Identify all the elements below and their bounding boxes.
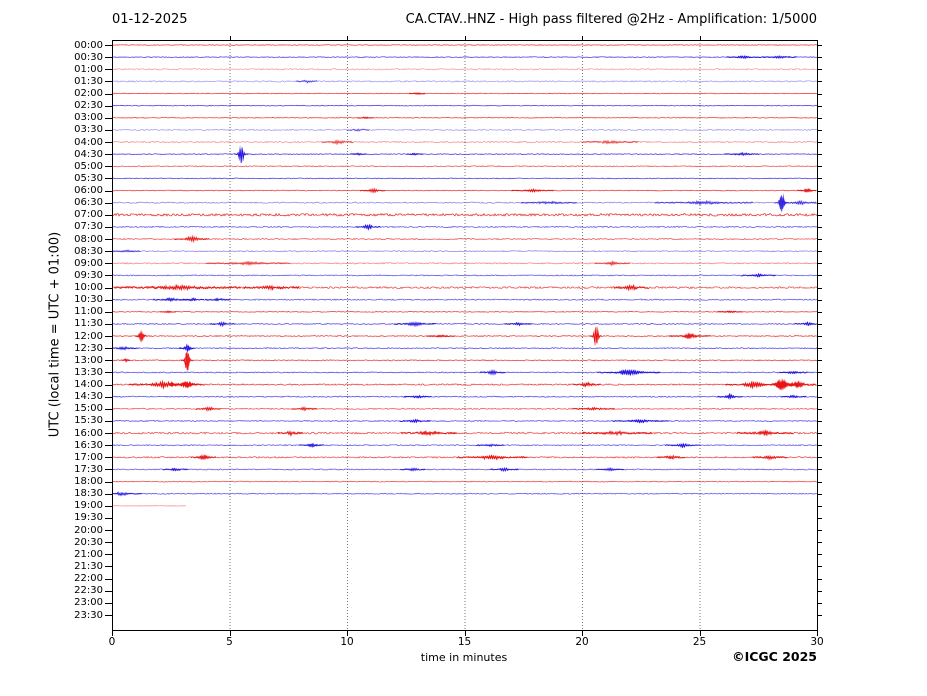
x-tick-label: 30 xyxy=(810,636,824,648)
y-tick-label: 18:00 xyxy=(74,476,103,488)
y-tick-label: 21:00 xyxy=(74,548,103,560)
y-tick-label: 04:00 xyxy=(74,136,103,148)
y-tick-label: 19:30 xyxy=(74,512,103,524)
y-tick-label: 01:00 xyxy=(74,63,103,75)
y-tick-label: 16:30 xyxy=(74,439,103,451)
y-tick-label: 08:00 xyxy=(74,233,103,245)
y-tick-label: 19:00 xyxy=(74,500,103,512)
y-tick-label: 08:30 xyxy=(74,245,103,257)
y-tick-label: 22:00 xyxy=(74,573,103,585)
x-tick-label: 0 xyxy=(108,636,116,648)
x-tick-label: 20 xyxy=(575,636,589,648)
y-tick-label: 21:30 xyxy=(74,560,103,572)
y-tick-label: 11:30 xyxy=(74,318,103,330)
y-tick-label: 02:00 xyxy=(74,88,103,99)
y-tick-label: 22:30 xyxy=(74,585,103,597)
plot-title: CA.CTAV..HNZ - High pass filtered @2Hz -… xyxy=(405,12,817,27)
copyright: ©ICGC 2025 xyxy=(732,649,817,664)
y-tick-label: 17:30 xyxy=(74,463,103,475)
y-tick-label: 20:00 xyxy=(74,524,103,536)
y-tick-label: 13:30 xyxy=(74,366,103,378)
y-tick-label: 06:30 xyxy=(74,197,103,209)
x-tick-label: 15 xyxy=(457,636,472,648)
y-tick-label: 06:00 xyxy=(74,185,103,197)
y-tick-label: 18:30 xyxy=(74,488,103,500)
y-tick-label: 01:30 xyxy=(74,75,103,87)
y-tick-label: 23:00 xyxy=(74,597,103,609)
y-tick-label: 03:00 xyxy=(74,112,103,124)
y-tick-label: 12:00 xyxy=(74,330,103,342)
plot-date: 01-12-2025 xyxy=(112,12,188,27)
y-tick-label: 09:30 xyxy=(74,269,103,281)
x-tick-label: 5 xyxy=(226,636,233,648)
y-tick-label: 05:30 xyxy=(74,172,103,184)
y-tick-label: 14:00 xyxy=(74,379,103,391)
y-tick-label: 23:30 xyxy=(74,609,103,621)
y-tick-label: 20:30 xyxy=(74,536,103,548)
y-tick-label: 02:30 xyxy=(74,100,103,112)
x-axis-label: time in minutes xyxy=(420,651,508,664)
y-tick-label: 00:30 xyxy=(74,51,103,63)
x-tick-label: 25 xyxy=(692,636,707,648)
y-tick-label: 13:00 xyxy=(74,354,103,366)
y-tick-label: 15:30 xyxy=(74,415,103,427)
y-tick-label: 17:00 xyxy=(74,451,103,463)
y-tick-label: 07:30 xyxy=(74,221,103,233)
y-tick-label: 03:30 xyxy=(74,124,103,136)
y-tick-label: 10:00 xyxy=(74,282,103,294)
y-tick-label: 00:00 xyxy=(74,39,103,51)
y-tick-label: 14:30 xyxy=(74,391,103,403)
y-tick-label: 16:00 xyxy=(74,427,103,439)
y-tick-label: 05:00 xyxy=(74,160,103,172)
y-tick-label: 11:00 xyxy=(74,306,103,318)
y-tick-label: 07:00 xyxy=(74,209,103,221)
y-tick-label: 09:00 xyxy=(74,257,103,269)
y-tick-label: 12:30 xyxy=(74,342,103,354)
x-tick-label: 10 xyxy=(340,636,354,648)
y-tick-label: 10:30 xyxy=(74,294,103,306)
y-tick-label: 15:00 xyxy=(74,403,103,415)
y-tick-label: 04:30 xyxy=(74,148,103,160)
